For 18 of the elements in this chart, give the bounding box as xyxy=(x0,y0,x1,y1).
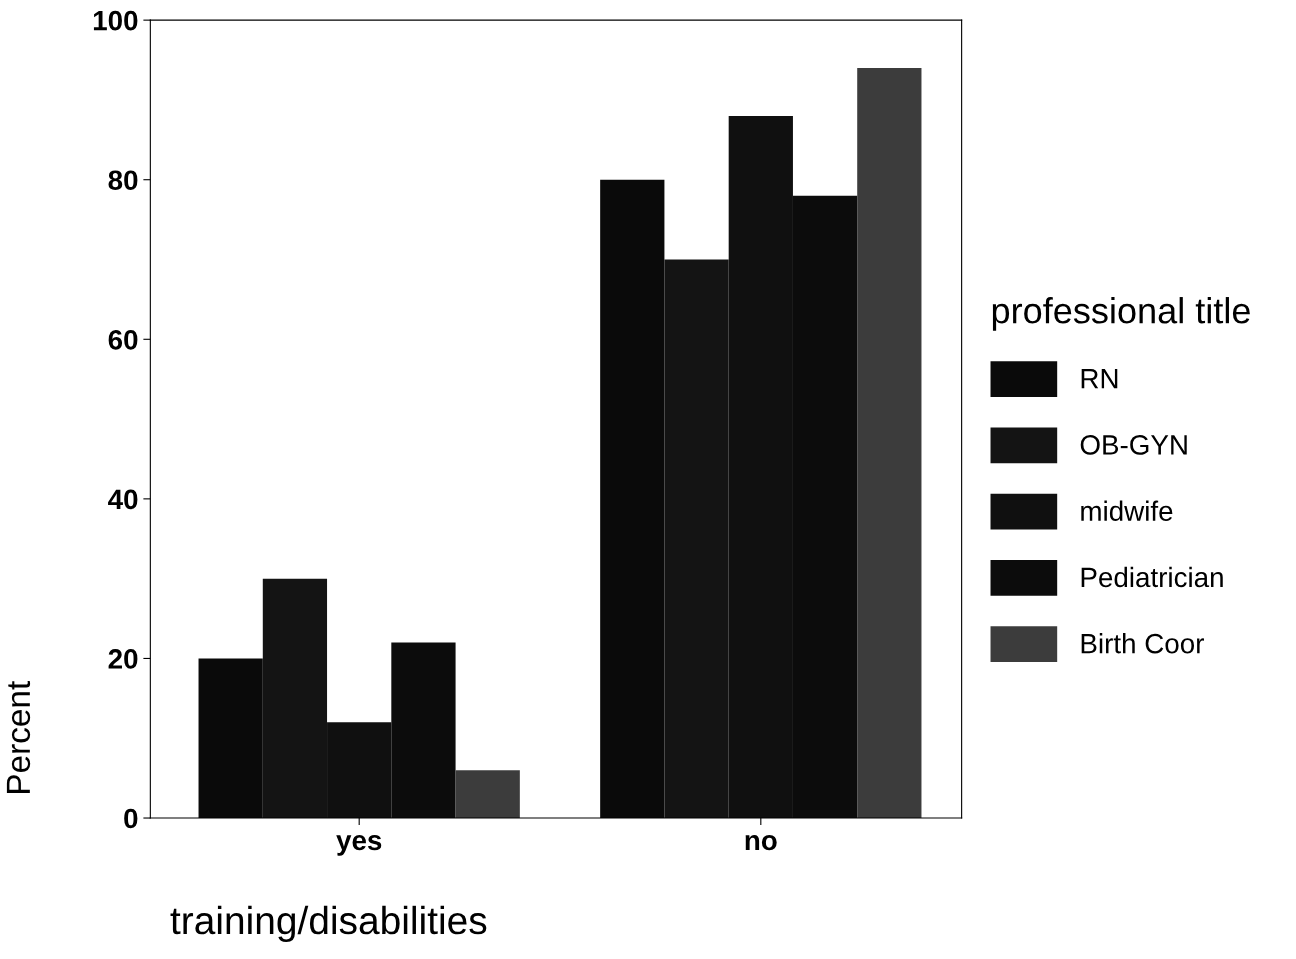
legend-label: midwife xyxy=(1081,500,1173,521)
x-tick-label: yes xyxy=(336,835,382,856)
legend-label: RN xyxy=(1081,369,1118,389)
x-tick-label: no xyxy=(745,835,777,851)
legend-label: OB-GYN xyxy=(1080,435,1187,455)
y-tick-label: 100 xyxy=(93,10,138,31)
y-tick-label: 0 xyxy=(124,808,138,829)
bar xyxy=(857,68,922,819)
bar xyxy=(455,770,520,819)
y-tick-label: 80 xyxy=(108,170,138,191)
legend-label: Birth Coor xyxy=(1081,633,1204,654)
y-tick-label: 40 xyxy=(108,489,138,510)
y-tick-label: 60 xyxy=(108,329,138,350)
x-axis-title: training/disabilities xyxy=(170,905,487,943)
y-axis-title: Percent xyxy=(6,681,31,793)
legend-title: professional title xyxy=(992,297,1250,331)
y-tick-label: 20 xyxy=(108,649,138,669)
legend-label: Pediatrician xyxy=(1081,566,1223,588)
